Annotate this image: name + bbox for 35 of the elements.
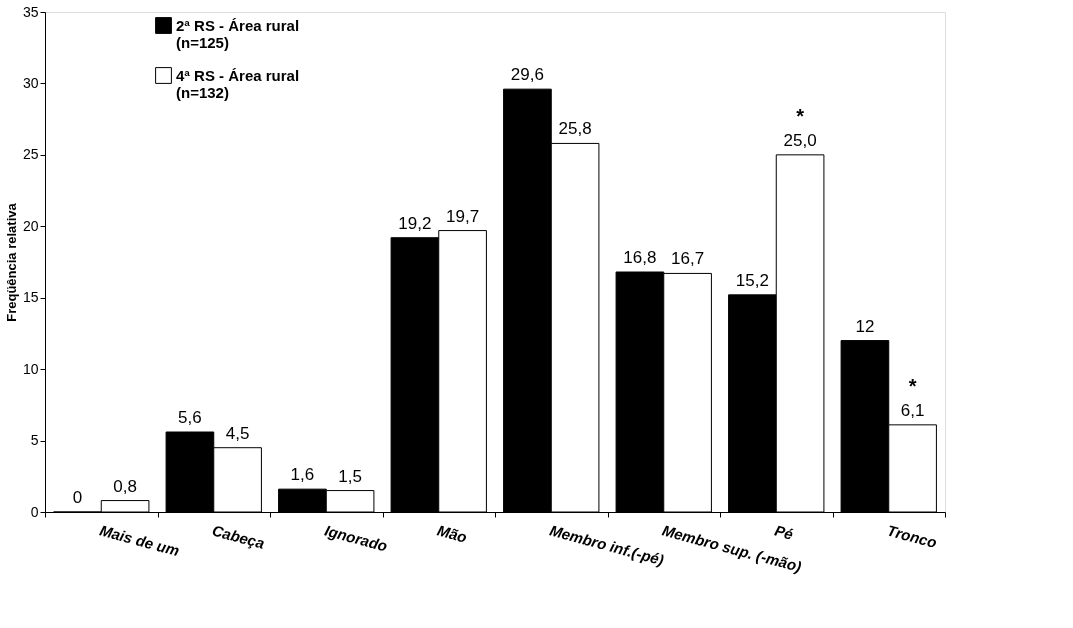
data-label: 29,6 xyxy=(510,65,544,85)
data-label: 19,7 xyxy=(446,206,480,226)
annotation: * xyxy=(908,374,917,397)
data-label: 12 xyxy=(855,316,875,336)
data-label: 19,2 xyxy=(398,213,432,233)
data-label: 16,8 xyxy=(623,248,657,267)
y-tick-label: 10 xyxy=(22,360,39,377)
data-label: 0,8 xyxy=(113,476,137,496)
data-label: 5,6 xyxy=(178,408,202,427)
y-tick-label: 20 xyxy=(22,217,39,234)
y-axis-title: Freqüência relativa xyxy=(3,202,19,322)
x-tick-label: Cabeça xyxy=(210,521,267,552)
legend-label: 2ª RS - Área rural (n=125) xyxy=(176,16,300,51)
data-label: 0 xyxy=(72,488,83,507)
x-tick-label: Tronco xyxy=(885,521,939,552)
x-tick-label: Mão xyxy=(435,521,469,546)
data-label: 4,5 xyxy=(225,423,250,443)
data-label: 1,6 xyxy=(290,465,315,485)
y-tick-label: 0 xyxy=(30,503,39,520)
data-label: 6,1 xyxy=(900,400,925,420)
y-tick-label: 35 xyxy=(22,3,39,20)
y-tick-label: 15 xyxy=(22,289,39,306)
x-tick-label: Ignorado xyxy=(322,521,390,555)
data-label: 1,5 xyxy=(338,466,362,486)
annotation: * xyxy=(796,104,805,127)
legend-label: 4ª RS - Área rural (n=132) xyxy=(176,66,300,101)
x-tick-label: Pé xyxy=(772,521,795,543)
data-label: 25,8 xyxy=(558,119,592,139)
y-tick-label: 5 xyxy=(30,432,39,449)
x-tick-label: Mais de um xyxy=(97,521,182,560)
y-tick-label: 30 xyxy=(22,74,39,91)
data-label: 15,2 xyxy=(735,270,769,290)
data-label: 25,0 xyxy=(783,130,817,150)
data-label: 16,7 xyxy=(671,249,705,269)
y-tick-label: 25 xyxy=(22,146,39,163)
